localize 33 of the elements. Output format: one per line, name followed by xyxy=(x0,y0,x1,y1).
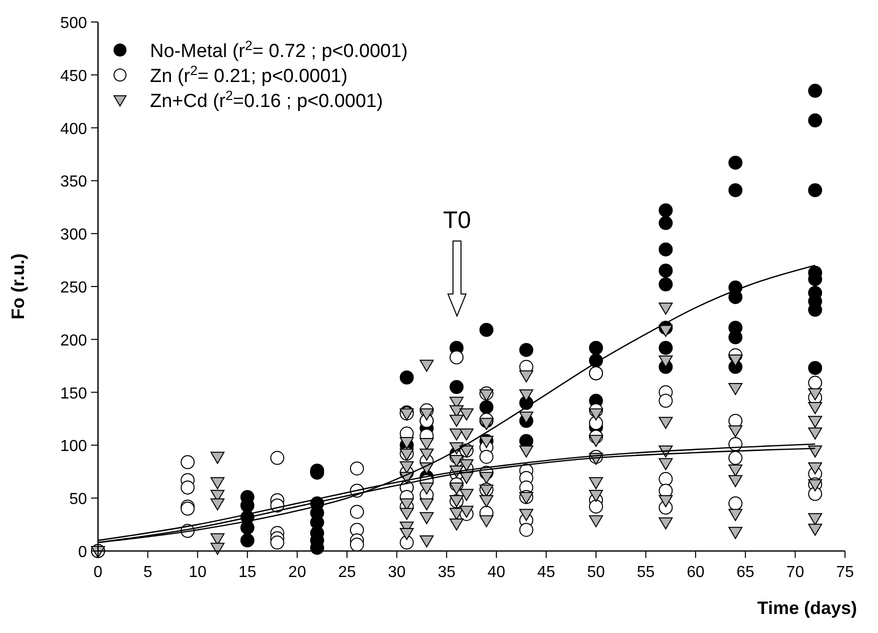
x-tick-label: 10 xyxy=(188,564,207,581)
x-tick-label: 65 xyxy=(736,564,754,581)
x-tick-label: 55 xyxy=(636,564,655,581)
x-tick-label: 40 xyxy=(488,564,506,581)
y-tick-label: 200 xyxy=(60,332,88,350)
y-tick-label: 500 xyxy=(60,15,88,32)
y-axis-title: Fo (r.u.) xyxy=(8,254,28,320)
legend-label: Zn+Cd (r$^{2}$=0.16 ; p<0.0001) xyxy=(150,88,383,112)
y-tick-label: 350 xyxy=(60,174,88,191)
y-tick-label: 50 xyxy=(69,491,88,508)
x-tick-label: 60 xyxy=(686,564,705,581)
y-tick-label: 100 xyxy=(60,438,88,456)
y-tick-label: 300 xyxy=(60,226,88,244)
y-tick-label: 450 xyxy=(60,68,88,85)
x-tick-label: 45 xyxy=(537,564,556,581)
y-tick-label: 400 xyxy=(60,120,88,138)
y-tick-label: 250 xyxy=(60,280,88,296)
legend-label: No-Metal (r$^{2}$= 0.72 ; p<0.0001) xyxy=(150,38,408,62)
x-axis-title: Time (days) xyxy=(757,598,858,618)
x-tick-label: 0 xyxy=(94,564,103,581)
x-tick-label: 75 xyxy=(836,564,854,581)
x-tick-label: 5 xyxy=(143,564,152,581)
legend-label: Zn (r$^{2}$= 0.21; p<0.0001) xyxy=(150,62,348,87)
x-tick-label: 30 xyxy=(388,564,406,581)
y-tick-label: 150 xyxy=(60,385,88,402)
x-tick-label: 25 xyxy=(338,564,356,581)
x-tick-label: 70 xyxy=(786,564,804,581)
x-tick-label: 15 xyxy=(238,564,256,581)
y-tick-label: 0 xyxy=(78,544,88,561)
x-tick-label: 35 xyxy=(438,564,456,581)
x-tick-label: 20 xyxy=(288,564,306,581)
annotation: T0 xyxy=(442,207,472,234)
x-tick-label: 50 xyxy=(587,564,605,581)
